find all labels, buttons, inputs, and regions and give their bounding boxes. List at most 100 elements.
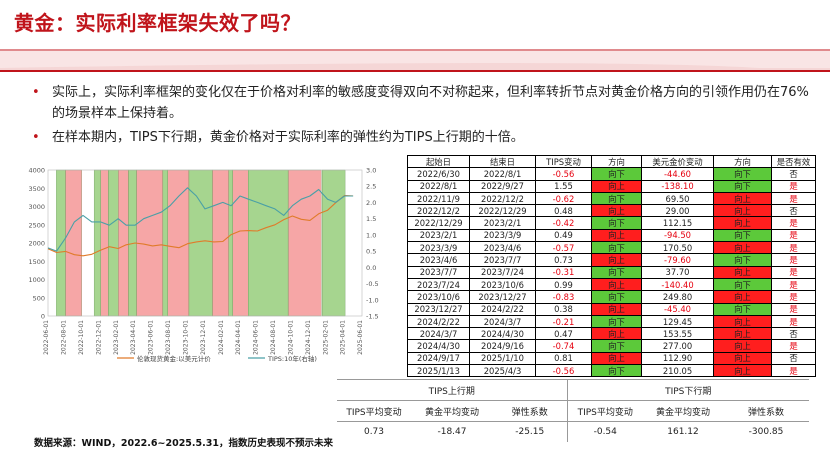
table-header-cell: 美元金价变动 xyxy=(641,154,714,169)
gold-price-line xyxy=(47,195,354,257)
summary-group-down: TIPS下行期 xyxy=(566,379,809,401)
table-cell: 向上 xyxy=(591,204,642,218)
y-left-tick-label: 2000 xyxy=(28,240,45,248)
period-table: 起始日 结束日 TIPS变动 方向 美元金价变动 方向 是否有效 2022/6/30 2022… xyxy=(407,154,816,378)
data-source-note: 数据来源：WIND，2022.6~2025.5.31，指数历史表现不预示未来 xyxy=(34,438,333,449)
table-cell: -140.40 xyxy=(641,277,714,292)
summary-header: TIPS平均变动 xyxy=(566,400,643,422)
x-tick-label: 2022-06-01 xyxy=(43,320,50,355)
table-cell: 2024/4/30 xyxy=(407,339,470,353)
legend-label-tips: TIPS:10年(右轴) xyxy=(267,354,317,363)
table-cell: 向上 xyxy=(591,327,642,341)
regime-band xyxy=(56,169,66,317)
table-cell: -138.10 xyxy=(641,179,714,193)
table-cell: 2023/7/7 xyxy=(469,253,536,267)
summary-value: -0.54 xyxy=(566,421,643,442)
title-divider xyxy=(0,49,830,72)
x-tick-label: 2024-12-01 xyxy=(305,320,312,355)
table-row: 2023/4/6 2023/7/7 0.73 向上 -79.60 向下是 xyxy=(407,253,816,267)
bullet-list: • 实际上，实际利率框架的变化仅在于价格对利率的敏感度变得双向不对称起来，但利率… xyxy=(30,82,810,151)
table-cell: 向上 xyxy=(713,327,772,341)
table-cell: 2022/8/1 xyxy=(469,167,536,181)
table-cell: 是 xyxy=(771,277,816,292)
table-cell: 向下 xyxy=(591,265,642,279)
table-header-row: 起始日 结束日 TIPS变动 方向 美元金价变动 方向 是否有效 xyxy=(407,154,816,169)
table-cell: 是 xyxy=(771,302,816,316)
x-tick-label: 2025-06-01 xyxy=(357,320,364,355)
table-cell: 2023/4/6 xyxy=(407,253,470,267)
table-cell: 2024/3/7 xyxy=(407,327,470,341)
y-right-tick-label: 1.5 xyxy=(366,215,376,223)
table-cell: 向下 xyxy=(713,228,772,243)
table-cell: 向上 xyxy=(591,351,642,366)
y-left-tick-label: 4000 xyxy=(28,167,45,175)
table-cell: 否 xyxy=(771,351,816,366)
y-left-tick-label: 500 xyxy=(33,294,45,302)
elasticity-summary-table: TIPS上行期 TIPS下行期 TIPS平均变动 黄金平均变动 弹性系数 TIP… xyxy=(337,379,809,442)
table-cell: -44.60 xyxy=(641,167,714,181)
table-cell: 2024/2/22 xyxy=(469,302,536,316)
table-cell: 否 xyxy=(771,327,816,341)
y-right-tick-label: -1.0 xyxy=(366,296,379,304)
y-left-tick-label: 3500 xyxy=(28,185,45,193)
table-cell: 向下 xyxy=(591,364,642,378)
table-cell: 2022/8/1 xyxy=(407,179,470,193)
regime-band xyxy=(65,169,82,317)
x-tick-label: 2022-12-01 xyxy=(95,320,102,355)
x-tick-label: 2024-10-01 xyxy=(287,320,294,355)
table-cell: 是 xyxy=(771,241,816,255)
table-cell: 2023/12/27 xyxy=(407,302,470,316)
table-cell: 向上 xyxy=(591,228,642,243)
page-title: 黄金：实际利率框架失效了吗？ xyxy=(14,11,301,35)
table-cell: -0.42 xyxy=(535,216,592,230)
table-cell: 向上 xyxy=(591,277,642,292)
table-row: 2022/6/30 2022/8/1 -0.56 向下 -44.60 向下否 xyxy=(407,167,816,181)
gold-tips-chart: 0 500 1000 1500 2000 2500 3000 3500 4000 -1.5 -1.0… xyxy=(22,158,397,370)
regime-band xyxy=(212,169,229,317)
tips-line xyxy=(47,187,354,252)
summary-header: 黄金平均变动 xyxy=(643,400,723,422)
table-cell: 2022/11/9 xyxy=(407,191,470,206)
table-cell: 向下 xyxy=(713,277,772,292)
summary-header: 黄金平均变动 xyxy=(411,400,493,422)
x-tick-label: 2024-06-01 xyxy=(252,320,259,355)
y-left-tick-label: 2500 xyxy=(28,221,45,229)
bullet-item: • 实际上，实际利率框架的变化仅在于价格对利率的敏感度变得双向不对称起来，但利率… xyxy=(30,82,810,124)
regime-band xyxy=(248,169,289,317)
regime-band xyxy=(118,169,129,317)
table-cell: 2022/12/29 xyxy=(407,216,470,230)
table-cell: 2023/7/24 xyxy=(407,277,470,292)
y-right-tick-label: 0.5 xyxy=(366,248,376,256)
y-left-tick-label: 3000 xyxy=(28,203,45,211)
table-cell: 向上 xyxy=(591,179,642,193)
regime-band xyxy=(136,169,164,317)
table-cell: 向上 xyxy=(713,204,772,218)
table-header-cell: TIPS变动 xyxy=(535,154,592,169)
table-cell: -0.31 xyxy=(535,265,592,279)
x-tick-label: 2023-08-01 xyxy=(165,320,172,355)
table-cell: 2024/3/7 xyxy=(469,314,536,329)
summary-group-up: TIPS上行期 xyxy=(337,379,567,401)
table-cell: 2024/2/22 xyxy=(407,314,470,329)
summary-value: 161.12 xyxy=(667,427,699,437)
table-header-cell: 结束日 xyxy=(469,154,536,169)
table-cell: 112.15 xyxy=(641,216,714,230)
bullet-text: 实际上，实际利率框架的变化仅在于价格对利率的敏感度变得双向不对称起来，但利率转折… xyxy=(52,85,809,121)
table-cell: 0.48 xyxy=(535,204,592,218)
table-row: 2023/3/9 2023/4/6 -0.57 向下 170.50 向上是 xyxy=(407,241,816,255)
x-tick-label: 2023-04-01 xyxy=(130,320,137,355)
table-header-cell: 方向 xyxy=(713,154,772,169)
table-cell: -79.60 xyxy=(641,253,714,267)
x-tick-label: 2025-04-01 xyxy=(340,320,347,355)
y-left-tick-label: 0 xyxy=(41,313,45,321)
bullet-text: 在样本期内，TIPS下行期，黄金价格对于实际利率的弹性约为TIPS上行期的十倍。 xyxy=(52,130,524,145)
table-cell: 向上 xyxy=(713,191,772,206)
table-header-cell: 起始日 xyxy=(407,154,470,169)
x-tick-label: 2022-10-01 xyxy=(78,320,85,355)
table-cell: 向下 xyxy=(591,241,642,255)
x-tick-label: 2024-02-01 xyxy=(218,320,225,355)
summary-value: -18.47 xyxy=(437,427,467,437)
legend-label-gold: 伦敦现货黄金:以美元计价 xyxy=(137,354,211,363)
table-cell: 向下 xyxy=(713,179,772,193)
table-cell: 是 xyxy=(771,228,816,243)
